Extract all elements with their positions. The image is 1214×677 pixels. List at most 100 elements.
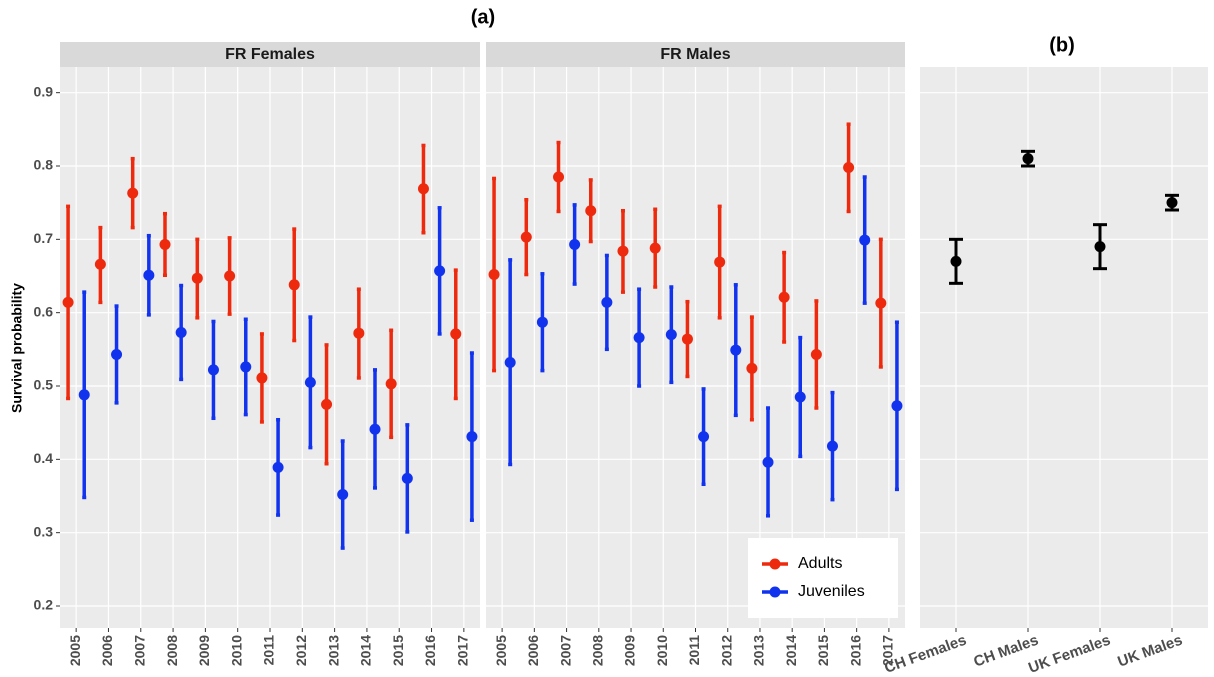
x-tick-label: 2011 bbox=[686, 635, 702, 666]
point bbox=[466, 431, 478, 443]
point bbox=[256, 372, 268, 384]
x-tick-label: 2006 bbox=[525, 635, 541, 666]
x-tick-label: 2008 bbox=[590, 635, 606, 666]
x-tick-label: 2007 bbox=[557, 635, 573, 666]
point bbox=[111, 348, 123, 360]
x-tick-label: 2013 bbox=[751, 635, 767, 666]
x-tick-label: 2011 bbox=[261, 635, 277, 666]
y-axis-title: Survival probability bbox=[9, 283, 25, 413]
point bbox=[714, 256, 726, 268]
point bbox=[649, 242, 661, 254]
legend bbox=[748, 538, 898, 618]
x-tick-label: 2017 bbox=[880, 635, 896, 666]
x-tick-label: 2016 bbox=[847, 635, 863, 666]
point bbox=[143, 269, 155, 281]
x-tick-label: 2015 bbox=[390, 635, 406, 666]
x-tick-label: UK Males bbox=[1115, 632, 1184, 671]
point bbox=[450, 328, 462, 340]
x-tick-label: 2009 bbox=[196, 635, 212, 666]
point bbox=[569, 238, 581, 250]
y-tick-label: 0.4 bbox=[34, 450, 54, 466]
point bbox=[94, 258, 106, 270]
point bbox=[585, 205, 597, 217]
point bbox=[337, 489, 349, 501]
point bbox=[617, 245, 629, 257]
point bbox=[401, 472, 413, 484]
x-tick-label: 2005 bbox=[67, 635, 83, 666]
x-tick-label: 2009 bbox=[622, 635, 638, 666]
point bbox=[843, 161, 855, 173]
x-tick-label: 2005 bbox=[493, 635, 509, 666]
y-tick-label: 0.9 bbox=[34, 83, 54, 99]
point bbox=[730, 344, 742, 356]
x-tick-label: 2014 bbox=[358, 635, 374, 666]
point bbox=[794, 391, 806, 403]
point bbox=[553, 171, 565, 183]
legend-key bbox=[769, 586, 781, 598]
x-tick-label: 2016 bbox=[422, 635, 438, 666]
point bbox=[288, 279, 300, 291]
point bbox=[826, 440, 838, 452]
point bbox=[62, 296, 74, 308]
chart-title: (a) bbox=[471, 6, 495, 28]
point bbox=[520, 231, 532, 243]
y-tick-label: 0.7 bbox=[34, 230, 54, 246]
point bbox=[601, 296, 613, 308]
facet-title: FR Females bbox=[225, 46, 315, 63]
facet-title: FR Males bbox=[660, 46, 730, 63]
point bbox=[633, 332, 645, 344]
point bbox=[353, 327, 365, 339]
point bbox=[127, 187, 139, 199]
point bbox=[304, 376, 316, 388]
legend-label: Juveniles bbox=[798, 583, 865, 600]
point bbox=[191, 272, 203, 284]
point bbox=[665, 329, 677, 341]
point bbox=[746, 362, 758, 374]
x-tick-label: 2007 bbox=[131, 635, 147, 666]
legend-label: Adults bbox=[798, 555, 842, 572]
x-tick-label: 2013 bbox=[325, 635, 341, 666]
chart-title: (b) bbox=[1049, 34, 1075, 56]
y-tick-label: 0.5 bbox=[34, 377, 54, 393]
point bbox=[175, 326, 187, 338]
point bbox=[504, 357, 516, 369]
point bbox=[369, 423, 381, 435]
point bbox=[321, 398, 333, 410]
point bbox=[536, 316, 548, 328]
point bbox=[385, 378, 397, 390]
x-tick-label: 2010 bbox=[654, 635, 670, 666]
point bbox=[875, 297, 887, 309]
point bbox=[240, 361, 252, 373]
y-tick-label: 0.2 bbox=[34, 597, 54, 613]
x-tick-label: 2012 bbox=[293, 635, 309, 666]
point bbox=[859, 234, 871, 246]
facet-strip bbox=[60, 42, 480, 67]
x-tick-label: 2006 bbox=[99, 635, 115, 666]
legend-key bbox=[769, 558, 781, 570]
point bbox=[488, 269, 500, 281]
x-tick-label: 2012 bbox=[718, 635, 734, 666]
x-tick-label: 2017 bbox=[455, 635, 471, 666]
facet-strip bbox=[486, 42, 905, 67]
point bbox=[207, 364, 219, 376]
y-tick-label: 0.3 bbox=[34, 523, 54, 539]
point bbox=[698, 431, 710, 443]
point bbox=[224, 270, 236, 282]
y-tick-label: 0.6 bbox=[34, 303, 54, 319]
point bbox=[1166, 197, 1178, 209]
point bbox=[891, 400, 903, 412]
point bbox=[950, 255, 962, 267]
x-tick-label: 2014 bbox=[783, 635, 799, 666]
plot-background bbox=[920, 67, 1208, 628]
x-tick-label: 2010 bbox=[228, 635, 244, 666]
point bbox=[810, 348, 822, 360]
point bbox=[681, 333, 693, 345]
y-tick-label: 0.8 bbox=[34, 157, 54, 173]
x-tick-label: 2008 bbox=[164, 635, 180, 666]
point bbox=[417, 183, 429, 195]
x-tick-label: 2015 bbox=[815, 635, 831, 666]
point bbox=[778, 291, 790, 303]
point bbox=[1022, 153, 1034, 165]
point bbox=[1094, 241, 1106, 253]
